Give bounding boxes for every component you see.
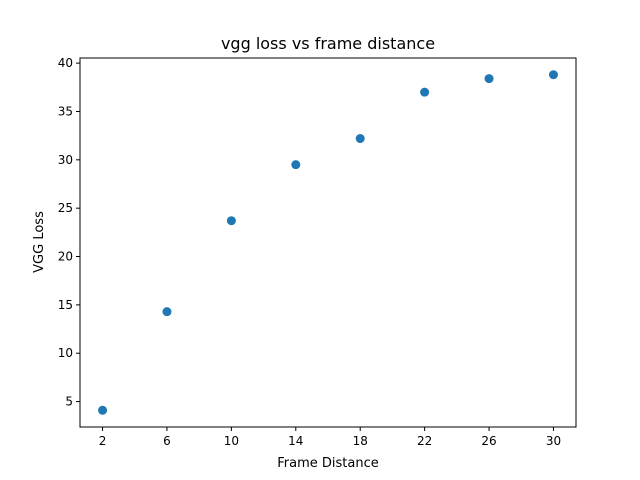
x-tick-label: 14 xyxy=(288,434,303,448)
y-tick-label: 5 xyxy=(65,395,73,409)
x-tick-label: 26 xyxy=(481,434,496,448)
data-point xyxy=(420,87,430,97)
x-tick-label: 10 xyxy=(224,434,239,448)
y-axis-label: VGG Loss xyxy=(32,211,47,273)
data-point xyxy=(291,160,301,170)
data-point xyxy=(484,74,494,84)
data-point xyxy=(226,216,236,226)
x-tick-label: 30 xyxy=(546,434,561,448)
x-tick-label: 18 xyxy=(353,434,368,448)
data-point xyxy=(548,70,558,80)
y-tick-label: 30 xyxy=(58,153,73,167)
data-point xyxy=(162,307,172,317)
y-tick-label: 15 xyxy=(58,298,73,312)
data-point xyxy=(355,134,365,144)
data-point xyxy=(98,405,108,415)
y-tick-label: 40 xyxy=(58,56,73,70)
x-tick-label: 6 xyxy=(163,434,171,448)
x-tick-label: 22 xyxy=(417,434,432,448)
y-tick-label: 35 xyxy=(58,104,73,118)
y-tick-label: 20 xyxy=(58,250,73,264)
x-axis-label: Frame Distance xyxy=(277,456,378,471)
plot-frame xyxy=(79,57,577,428)
y-tick-label: 25 xyxy=(58,201,73,215)
chart-title: vgg loss vs frame distance xyxy=(221,34,435,53)
y-tick-label: 10 xyxy=(58,346,73,360)
x-tick-label: 2 xyxy=(99,434,107,448)
